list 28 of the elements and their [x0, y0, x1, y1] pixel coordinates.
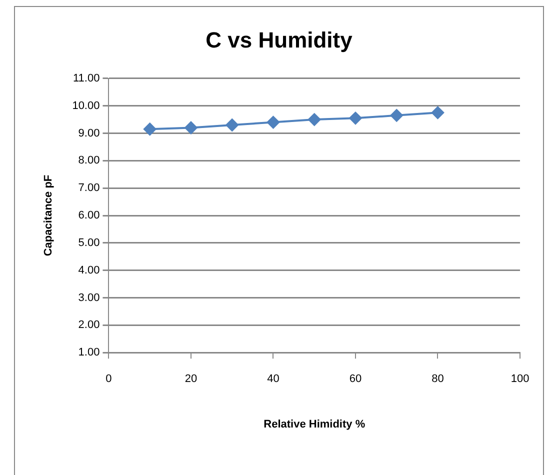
- x-axis-title: Relative Himidity %: [264, 418, 366, 430]
- y-tick-label: 11.00: [73, 72, 100, 84]
- y-tick-label: 2.00: [78, 319, 100, 332]
- y-tick-label: 10.00: [72, 100, 100, 112]
- point: [431, 106, 444, 120]
- point: [308, 113, 321, 126]
- y-tick-label: 6.00: [78, 210, 100, 222]
- y-tick-label: 9.00: [78, 127, 100, 140]
- x-tick-label: 20: [184, 373, 198, 386]
- y-tick-label: 5.00: [78, 236, 100, 249]
- point: [143, 122, 156, 136]
- y-tick-label: 1.00: [78, 346, 100, 359]
- point: [184, 121, 198, 134]
- x-tick-label: 80: [432, 373, 444, 386]
- y-tick-label: 7.00: [78, 182, 100, 194]
- y-axis-title: Capacitance pF: [42, 174, 55, 256]
- chart-title: C vs Humidity: [206, 27, 354, 52]
- y-tick-label: 3.00: [78, 292, 100, 304]
- x-tick-label: 100: [510, 373, 530, 386]
- point: [266, 116, 280, 129]
- y-tick-label: 8.00: [78, 154, 100, 167]
- x-tick-label: 0: [106, 373, 112, 386]
- y-tick-label: 4.00: [78, 264, 100, 276]
- x-tick-label: 60: [349, 373, 362, 386]
- point: [226, 118, 239, 132]
- point: [348, 112, 362, 125]
- x-tick-label: 40: [267, 373, 280, 386]
- point: [390, 108, 404, 122]
